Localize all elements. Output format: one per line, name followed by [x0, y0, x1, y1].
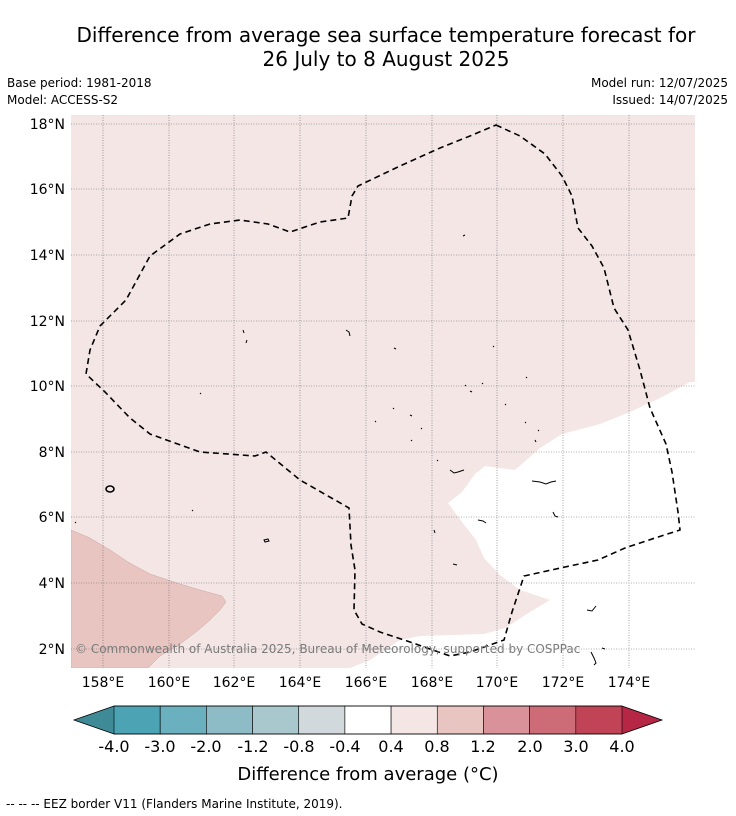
colorbar-segment	[529, 705, 577, 735]
chart-title-line1: Difference from average sea surface temp…	[76, 23, 696, 47]
colorbar-label: -0.8	[283, 737, 314, 756]
colorbar-label: 4.0	[609, 737, 634, 756]
lon-tick: 158°E	[82, 675, 125, 691]
colorbar-label: -0.4	[329, 737, 360, 756]
lon-tick: 166°E	[345, 675, 388, 691]
lat-tick-labels: 18°N 16°N 14°N 12°N 10°N 8°N 6°N 4°N 2°N	[30, 117, 65, 658]
anomaly-warm-region-sw	[71, 529, 227, 668]
colorbar-label: 0.8	[424, 737, 449, 756]
colorbar-label: -4.0	[98, 737, 129, 756]
lon-tick: 168°E	[411, 675, 454, 691]
colorbar-label: -2.0	[190, 737, 221, 756]
chart-title-line2: 26 July to 8 August 2025	[262, 47, 510, 71]
lat-tick: 16°N	[30, 182, 65, 198]
lat-tick: 4°N	[39, 576, 65, 592]
colorbar-segment	[390, 705, 438, 735]
colorbar-segment	[483, 705, 530, 735]
colorbar-segment	[344, 705, 392, 735]
colorbar-segment	[252, 705, 300, 735]
colorbar-over-arrow	[622, 706, 662, 734]
colorbar-segment	[436, 705, 484, 735]
colorbar-label: 2.0	[517, 737, 542, 756]
lon-tick: 172°E	[542, 675, 585, 691]
lat-tick: 14°N	[30, 248, 65, 264]
issued-date: Issued: 14/07/2025	[612, 93, 728, 107]
colorbar-segment	[206, 705, 253, 735]
colorbar-segment	[575, 705, 623, 735]
graticule	[71, 115, 695, 668]
copyright-notice: © Commonwealth of Australia 2025, Bureau…	[75, 642, 580, 656]
anomaly-near-average-region	[350, 382, 695, 668]
colorbar-label: 0.4	[378, 737, 403, 756]
colorbar-segment	[159, 705, 207, 735]
lon-tick: 160°E	[148, 675, 191, 691]
eez-border	[85, 124, 681, 657]
colorbar-segment	[113, 705, 161, 735]
colorbar-label: -3.0	[144, 737, 175, 756]
lat-tick: 6°N	[39, 510, 65, 526]
colorbar-label: 3.0	[563, 737, 588, 756]
colorbar-label: -1.2	[237, 737, 268, 756]
colorbar	[72, 705, 664, 735]
map-panel: © Commonwealth of Australia 2025, Bureau…	[71, 115, 695, 668]
lat-tick: 2°N	[39, 642, 65, 658]
lat-tick: 12°N	[30, 314, 65, 330]
colorbar-segment	[298, 705, 346, 735]
lon-tick: 170°E	[476, 675, 519, 691]
lat-tick: 18°N	[30, 117, 65, 133]
lat-tick: 8°N	[39, 445, 65, 461]
lon-tick: 174°E	[608, 675, 651, 691]
model-run: Model run: 12/07/2025	[590, 76, 728, 90]
lat-tick: 10°N	[30, 379, 65, 395]
eez-legend: -- -- -- EEZ border V11 (Flanders Marine…	[6, 797, 343, 811]
lon-tick-labels: 158°E 160°E 162°E 164°E 166°E 168°E 170°…	[82, 675, 651, 691]
colorbar-labels: -4.0 -3.0 -2.0 -1.2 -0.8 -0.4 0.4 0.8 1.…	[98, 737, 634, 756]
model-name: Model: ACCESS-S2	[7, 93, 119, 107]
colorbar-title: Difference from average (°C)	[237, 764, 498, 785]
base-period: Base period: 1981-2018	[7, 76, 152, 90]
colorbar-label: 1.2	[470, 737, 495, 756]
colorbar-under-arrow	[74, 706, 114, 734]
islands	[74, 234, 606, 666]
lon-tick: 164°E	[279, 675, 322, 691]
lon-tick: 162°E	[213, 675, 256, 691]
